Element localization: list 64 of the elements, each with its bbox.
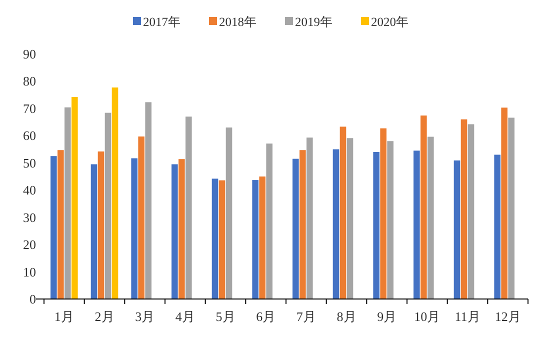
- bar: [346, 138, 354, 299]
- bar: [414, 150, 420, 299]
- x-tick-label: 6月: [256, 309, 276, 324]
- bar: [300, 150, 306, 299]
- bar: [72, 97, 78, 299]
- bar: [112, 87, 118, 299]
- bar: [387, 141, 394, 299]
- y-tick-label: 60: [23, 128, 36, 144]
- x-tick-label: 3月: [135, 309, 155, 324]
- x-tick-label: 2月: [94, 309, 114, 324]
- bar: [454, 160, 460, 299]
- bar: [90, 164, 98, 299]
- bar: [212, 178, 218, 299]
- bar: [186, 116, 192, 299]
- y-tick-label: 70: [23, 100, 36, 116]
- bar: [252, 180, 258, 299]
- y-tick-label: 30: [23, 210, 36, 225]
- x-tick-label: 8月: [336, 309, 356, 324]
- legend-label: 2018年: [219, 15, 257, 29]
- bar: [420, 116, 427, 299]
- y-tick-label: 10: [23, 264, 36, 280]
- x-tick-label: 12月: [494, 309, 521, 324]
- bar: [508, 118, 514, 299]
- bar: [259, 176, 266, 299]
- bar: [145, 102, 152, 299]
- bar: [468, 124, 474, 299]
- bar: [460, 119, 468, 299]
- bar: [380, 128, 386, 299]
- bar: [104, 112, 112, 299]
- bar: [58, 150, 64, 299]
- y-tick-label: 20: [23, 237, 36, 252]
- y-tick-label: 0: [30, 292, 36, 306]
- x-tick-label: 7月: [296, 309, 316, 324]
- x-tick-label: 5月: [216, 309, 236, 324]
- y-tick-label: 50: [23, 155, 36, 170]
- bar: [226, 128, 232, 299]
- bar: [64, 107, 71, 299]
- bar: [332, 149, 340, 299]
- bar: [373, 152, 380, 299]
- x-tick-label: 10月: [414, 309, 440, 324]
- bar: [50, 156, 57, 299]
- x-tick-label: 4月: [175, 309, 195, 324]
- legend-label: 2020年: [371, 15, 409, 29]
- bar: [138, 136, 144, 299]
- x-tick-label: 11月: [454, 309, 480, 324]
- legend-label: 2017年: [143, 15, 181, 29]
- bar: [292, 158, 299, 299]
- x-tick-label: 9月: [377, 309, 397, 324]
- bar: [340, 126, 346, 299]
- bar: [131, 158, 138, 299]
- y-tick-label: 80: [23, 74, 36, 89]
- bar: [218, 180, 226, 299]
- bar: [501, 108, 508, 299]
- y-tick-label: 40: [23, 182, 36, 198]
- legend-label: 2019年: [295, 15, 333, 29]
- y-tick-label: 90: [23, 46, 36, 62]
- bar: [306, 138, 313, 299]
- bar: [178, 159, 185, 299]
- x-tick-label: 1月: [54, 309, 74, 324]
- bar: [172, 164, 178, 299]
- bar: [98, 151, 104, 299]
- bar: [428, 136, 434, 299]
- bar: [266, 144, 272, 299]
- bar: [494, 154, 500, 299]
